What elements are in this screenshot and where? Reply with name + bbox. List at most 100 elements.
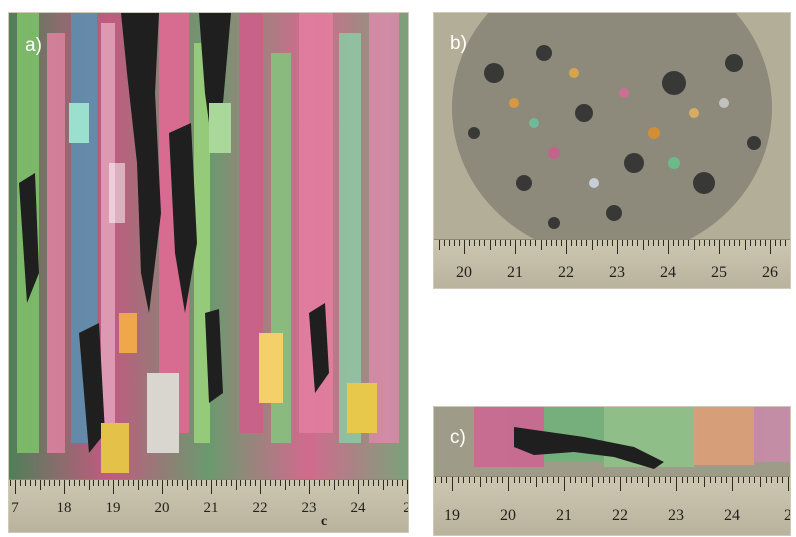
ruler-tick — [29, 480, 31, 486]
ruler-tick — [255, 480, 257, 486]
ruler-tick — [64, 480, 65, 494]
ruler-tick — [318, 480, 320, 486]
ruler-tick — [525, 240, 527, 246]
ruler-tick — [770, 240, 771, 254]
ruler-number: 21 — [556, 507, 572, 524]
ruler-tick — [653, 477, 655, 483]
ruler-tick — [754, 477, 756, 483]
ruler-tick — [438, 240, 440, 250]
panel-label-a: a) — [25, 35, 42, 56]
ruler-tick — [73, 480, 75, 486]
ruler-tick — [759, 240, 761, 246]
ruler-tick — [323, 480, 325, 486]
ruler-tick — [632, 240, 634, 246]
ruler-tick — [620, 477, 621, 491]
ruler-tick — [220, 480, 222, 486]
ruler-tick — [452, 477, 453, 491]
ruler-tick — [764, 240, 766, 246]
ruler-number: 19 — [444, 507, 460, 524]
ruler-tick — [575, 477, 577, 483]
ruler-tick — [571, 240, 573, 246]
ruler-tick — [407, 480, 408, 494]
ruler-tick — [627, 240, 629, 246]
ruler-tick — [670, 477, 672, 483]
ruler-number: 20 — [500, 507, 516, 524]
ruler-tick — [215, 480, 217, 486]
ruler-tick — [463, 477, 465, 483]
ruler-tick — [664, 477, 666, 483]
ruler-tick — [536, 477, 537, 487]
ruler-tick — [68, 480, 70, 486]
ruler-tick — [708, 240, 710, 246]
ruler-tick — [230, 480, 232, 486]
ruler-number: 2 — [784, 507, 790, 525]
ruler-tick — [564, 477, 565, 491]
ruler-tick — [387, 480, 389, 486]
ruler-tick — [687, 477, 689, 483]
ruler-tick — [508, 477, 509, 491]
ruler-tick — [240, 480, 242, 486]
ruler-number: 23 — [301, 500, 317, 516]
ruler-tick — [504, 240, 506, 246]
ruler-tick — [596, 240, 598, 246]
ruler-tick — [15, 480, 16, 494]
ruler-tick — [662, 240, 664, 246]
ruler-tick — [108, 480, 110, 486]
ruler-tick — [719, 240, 720, 254]
ruler-tick — [560, 240, 562, 246]
ruler-tick — [225, 480, 227, 486]
ruler-tick — [377, 480, 379, 486]
ruler-tick — [397, 480, 399, 486]
ruler-tick — [724, 240, 726, 246]
ruler-tick — [166, 480, 168, 486]
ruler-tick — [698, 240, 700, 246]
panel-label-c: c) — [450, 427, 466, 448]
ruler-tick — [479, 240, 481, 246]
ruler-tick — [692, 477, 694, 483]
ruler-number: 24 — [350, 500, 366, 516]
ruler-tick — [235, 480, 237, 490]
ruler-tick — [688, 240, 690, 246]
ruler-extra-label: c — [321, 514, 328, 529]
ruler-tick — [367, 480, 369, 486]
ruler-number: 20 — [154, 500, 170, 516]
ruler-tick — [372, 480, 374, 486]
ruler-number: 7 — [11, 500, 19, 516]
ruler-tick — [760, 477, 761, 487]
ruler-tick — [673, 240, 675, 246]
ruler-tick — [558, 477, 560, 483]
ruler-tick — [489, 240, 491, 250]
ruler-tick — [186, 480, 188, 490]
ruler-tick — [142, 480, 144, 486]
ruler-tick — [313, 480, 315, 486]
ruler-tick — [780, 240, 782, 246]
ruler-tick — [206, 480, 208, 486]
ruler-tick — [637, 240, 639, 246]
ruler-number: 22 — [558, 264, 574, 281]
ruler-tick — [550, 240, 552, 246]
ruler-tick — [765, 477, 767, 483]
ruler-tick — [485, 477, 487, 483]
ruler-tick — [211, 480, 212, 494]
ruler-tick — [569, 477, 571, 483]
ruler-tick — [659, 477, 661, 483]
ruler-tick — [309, 480, 310, 494]
ruler-tick — [98, 480, 100, 486]
ruler-tick — [611, 240, 613, 246]
ruler-tick — [435, 477, 437, 483]
ruler-tick — [392, 480, 394, 486]
ruler-tick — [785, 240, 787, 246]
ruler-tick — [775, 240, 777, 246]
ruler-number: 23 — [668, 507, 684, 524]
ruler-tick — [668, 240, 669, 254]
ruler-tick — [513, 477, 515, 483]
ruler-tick — [601, 240, 603, 246]
ruler-tick — [737, 477, 739, 483]
ruler-tick — [608, 477, 610, 483]
ruler-tick — [443, 240, 445, 246]
ruler-tick — [592, 477, 593, 487]
ruler-tick — [157, 480, 159, 486]
ruler-tick — [274, 480, 276, 486]
ruler-tick — [201, 480, 203, 486]
ruler-tick — [137, 480, 139, 490]
